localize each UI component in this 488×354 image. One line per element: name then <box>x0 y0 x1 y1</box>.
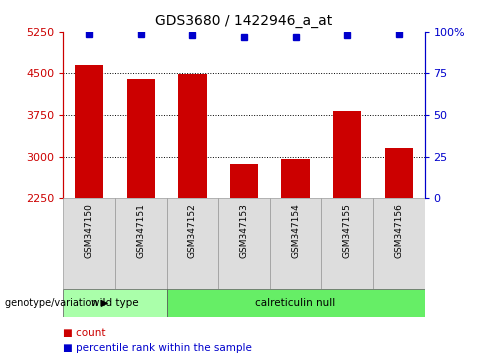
Text: GSM347155: GSM347155 <box>343 203 352 258</box>
Bar <box>282 159 310 198</box>
Text: wild type: wild type <box>91 298 139 308</box>
Bar <box>63 198 115 289</box>
Text: GSM347151: GSM347151 <box>136 203 145 258</box>
Bar <box>270 198 322 289</box>
Text: genotype/variation ▶: genotype/variation ▶ <box>5 298 108 308</box>
Bar <box>218 198 270 289</box>
Text: ■ count: ■ count <box>63 329 106 338</box>
Bar <box>333 111 362 198</box>
Text: GSM347152: GSM347152 <box>188 203 197 257</box>
Text: ■ percentile rank within the sample: ■ percentile rank within the sample <box>63 343 252 353</box>
Title: GDS3680 / 1422946_a_at: GDS3680 / 1422946_a_at <box>155 14 333 28</box>
Bar <box>373 198 425 289</box>
Bar <box>385 148 413 198</box>
Text: GSM347150: GSM347150 <box>85 203 94 258</box>
Bar <box>115 198 166 289</box>
Bar <box>166 198 218 289</box>
Text: calreticulin null: calreticulin null <box>255 298 336 308</box>
Bar <box>63 289 166 317</box>
Text: GSM347156: GSM347156 <box>394 203 403 258</box>
Bar <box>166 289 425 317</box>
Text: GSM347153: GSM347153 <box>240 203 248 258</box>
Bar <box>178 74 206 198</box>
Bar <box>127 79 155 198</box>
Bar <box>322 198 373 289</box>
Text: GSM347154: GSM347154 <box>291 203 300 257</box>
Bar <box>75 65 103 198</box>
Bar <box>230 164 258 198</box>
